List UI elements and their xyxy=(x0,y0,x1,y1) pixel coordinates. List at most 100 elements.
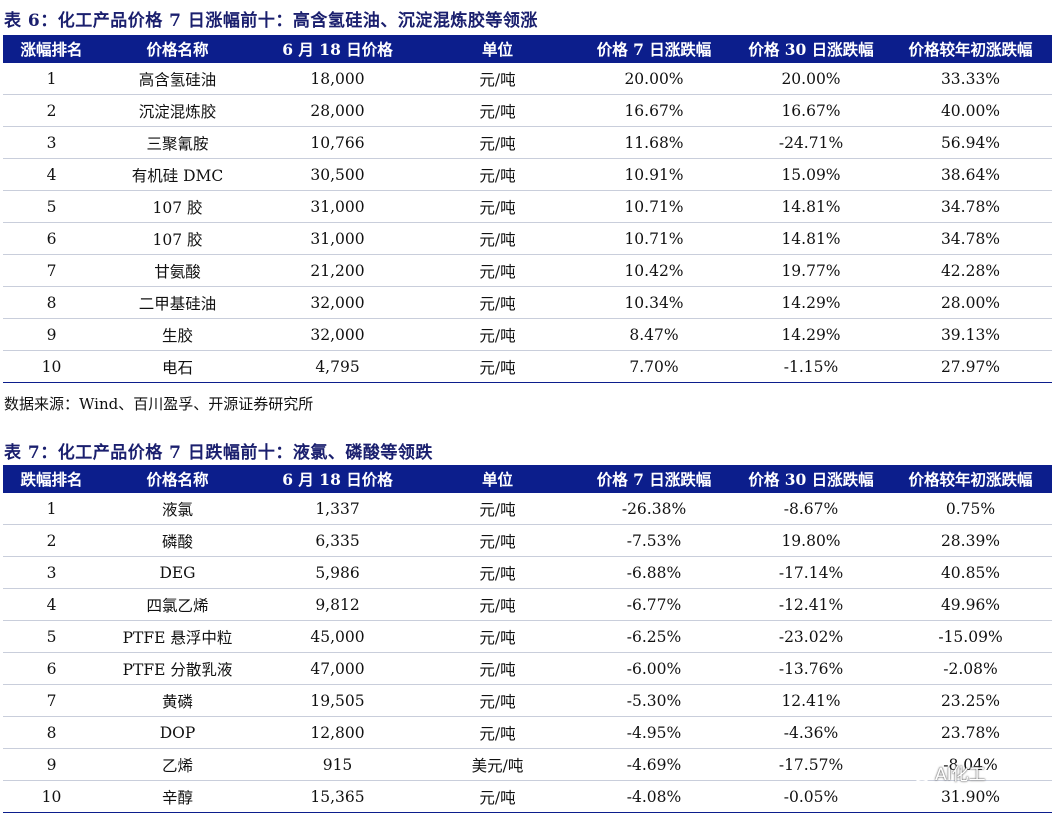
header-cell: 价格 30 日涨跌幅 xyxy=(733,465,889,493)
table-cell: 32,000 xyxy=(255,318,420,351)
table-cell: -4.08% xyxy=(575,780,733,813)
table-cell: 14.81% xyxy=(733,190,889,223)
table2-title: 表 7：化工产品价格 7 日跌幅前十：液氯、磷酸等领跌 xyxy=(4,443,433,463)
table-cell: -4.69% xyxy=(575,748,733,781)
table-cell: 8 xyxy=(3,286,100,319)
table-cell: 四氯乙烯 xyxy=(100,588,255,621)
table-cell: 元/吨 xyxy=(420,350,575,383)
table-cell: 19.80% xyxy=(733,524,889,557)
table-cell: 107 胶 xyxy=(100,190,255,223)
table-cell: 乙烯 xyxy=(100,748,255,781)
table-cell: 元/吨 xyxy=(420,254,575,287)
table-cell: 4 xyxy=(3,588,100,621)
table-cell: 10.71% xyxy=(575,222,733,255)
table-cell: 10 xyxy=(3,780,100,813)
table-cell: 5,986 xyxy=(255,556,420,589)
table-cell: 电石 xyxy=(100,350,255,383)
header-cell: 价格名称 xyxy=(100,465,255,493)
table-cell: 15.09% xyxy=(733,158,889,191)
table-cell: 20.00% xyxy=(733,63,889,95)
table-cell: 28,000 xyxy=(255,94,420,127)
table-row: 7 甘氨酸 21,200 元/吨 10.42% 19.77% 42.28% xyxy=(3,254,1052,287)
table-cell: 31,000 xyxy=(255,222,420,255)
table-cell: 45,000 xyxy=(255,620,420,653)
table-cell: 二甲基硅油 xyxy=(100,286,255,319)
header-cell: 6 月 18 日价格 xyxy=(255,35,420,63)
table-cell: 11.68% xyxy=(575,126,733,159)
table-row: 10 电石 4,795 元/吨 7.70% -1.15% 27.97% xyxy=(3,350,1052,383)
table-cell: 1 xyxy=(3,63,100,95)
table-cell: 2 xyxy=(3,94,100,127)
table-cell: 磷酸 xyxy=(100,524,255,557)
table-row: 4 四氯乙烯 9,812 元/吨 -6.77% -12.41% 49.96% xyxy=(3,588,1052,621)
table-row: 7 黄磷 19,505 元/吨 -5.30% 12.41% 23.25% xyxy=(3,684,1052,717)
table-cell: 56.94% xyxy=(889,126,1052,159)
table-cell: 5 xyxy=(3,620,100,653)
table-cell: 31.90% xyxy=(889,780,1052,813)
table-cell: 元/吨 xyxy=(420,524,575,557)
table-cell: 元/吨 xyxy=(420,94,575,127)
header-cell: 价格较年初涨跌幅 xyxy=(889,465,1052,493)
table-cell: 6 xyxy=(3,652,100,685)
table-row: 6 PTFE 分散乳液 47,000 元/吨 -6.00% -13.76% -2.08% xyxy=(3,652,1052,685)
table-cell: -6.00% xyxy=(575,652,733,685)
table-cell: 3 xyxy=(3,556,100,589)
header-cell: 跌幅排名 xyxy=(3,465,100,493)
header-cell: 价格 7 日涨跌幅 xyxy=(575,35,733,63)
table-cell: 27.97% xyxy=(889,350,1052,383)
header-cell: 价格较年初涨跌幅 xyxy=(889,35,1052,63)
table-cell: -26.38% xyxy=(575,493,733,525)
table-cell: -4.36% xyxy=(733,716,889,749)
table-cell: 元/吨 xyxy=(420,588,575,621)
table-cell: 16.67% xyxy=(733,94,889,127)
table-cell: 8.47% xyxy=(575,318,733,351)
table-cell: 辛醇 xyxy=(100,780,255,813)
table-cell: 21,200 xyxy=(255,254,420,287)
table-cell: 18,000 xyxy=(255,63,420,95)
table-cell: -8.04% xyxy=(889,748,1052,781)
table-cell: 38.64% xyxy=(889,158,1052,191)
top-gainers-table: 涨幅排名 价格名称 6 月 18 日价格 单位 价格 7 日涨跌幅 价格 30 … xyxy=(3,35,1052,383)
table-cell: 6 xyxy=(3,222,100,255)
table-cell: 生胶 xyxy=(100,318,255,351)
table-cell: 23.25% xyxy=(889,684,1052,717)
table-cell: 元/吨 xyxy=(420,63,575,95)
table-cell: -6.25% xyxy=(575,620,733,653)
table-cell: 34.78% xyxy=(889,190,1052,223)
table-cell: 12,800 xyxy=(255,716,420,749)
table-cell: PTFE 悬浮中粒 xyxy=(100,620,255,653)
table-cell: 元/吨 xyxy=(420,556,575,589)
table-cell: 14.29% xyxy=(733,286,889,319)
table-cell: 7.70% xyxy=(575,350,733,383)
table-cell: 32,000 xyxy=(255,286,420,319)
table-row: 3 三聚氰胺 10,766 元/吨 11.68% -24.71% 56.94% xyxy=(3,126,1052,159)
table-row: 1 液氯 1,337 元/吨 -26.38% -8.67% 0.75% xyxy=(3,493,1052,525)
table-cell: 高含氢硅油 xyxy=(100,63,255,95)
table-cell: 元/吨 xyxy=(420,716,575,749)
table-cell: 元/吨 xyxy=(420,190,575,223)
table-cell: -17.57% xyxy=(733,748,889,781)
table-cell: 元/吨 xyxy=(420,780,575,813)
table-cell: 8 xyxy=(3,716,100,749)
table-cell: 3 xyxy=(3,126,100,159)
table-row: 10 辛醇 15,365 元/吨 -4.08% -0.05% 31.90% xyxy=(3,780,1052,813)
table-cell: 元/吨 xyxy=(420,652,575,685)
table-cell: 34.78% xyxy=(889,222,1052,255)
table-cell: 40.85% xyxy=(889,556,1052,589)
table-cell: 元/吨 xyxy=(420,158,575,191)
table-cell: -5.30% xyxy=(575,684,733,717)
table-cell: 10,766 xyxy=(255,126,420,159)
table-cell: DEG xyxy=(100,556,255,589)
header-cell: 6 月 18 日价格 xyxy=(255,465,420,493)
header-cell: 价格名称 xyxy=(100,35,255,63)
table-cell: -4.95% xyxy=(575,716,733,749)
table-cell: 10.71% xyxy=(575,190,733,223)
table-cell: 元/吨 xyxy=(420,222,575,255)
header-cell: 涨幅排名 xyxy=(3,35,100,63)
table-cell: 三聚氰胺 xyxy=(100,126,255,159)
table-cell: -6.77% xyxy=(575,588,733,621)
table-cell: 1,337 xyxy=(255,493,420,525)
table-cell: -24.71% xyxy=(733,126,889,159)
table-cell: 10.34% xyxy=(575,286,733,319)
table-cell: 4,795 xyxy=(255,350,420,383)
